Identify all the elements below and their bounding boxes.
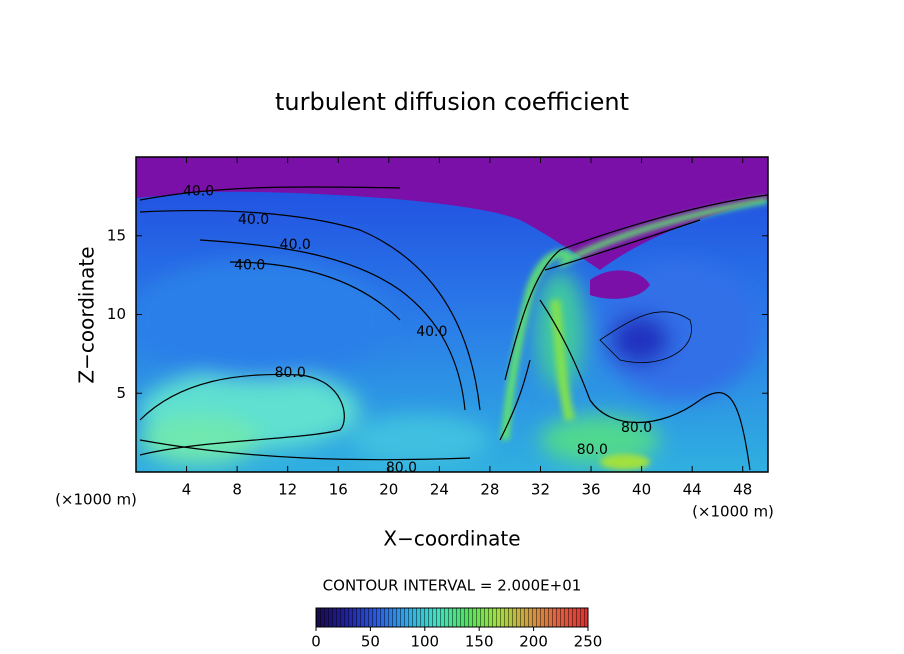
colorbar-stripes — [316, 608, 588, 627]
contour-label: 40.0 — [280, 237, 311, 253]
chart-title: turbulent diffusion coefficient — [275, 88, 629, 116]
contour-field — [136, 157, 768, 472]
contour-label: 40.0 — [234, 258, 265, 274]
x-tick-label: 32 — [531, 481, 550, 499]
contour-label: 40.0 — [238, 212, 269, 228]
contour-label: 40.0 — [183, 184, 214, 200]
x-tick-label: 12 — [278, 481, 297, 499]
y-tick-label: 15 — [107, 226, 126, 244]
y-tick-label: 5 — [116, 384, 126, 402]
y-axis-label: Z−coordinate — [75, 246, 99, 383]
x-tick-label: 20 — [379, 481, 398, 499]
colorbar-tick-label: 250 — [574, 633, 603, 651]
contour-label: 80.0 — [621, 420, 652, 436]
y-tick-label: 10 — [107, 305, 126, 323]
colorbar-tick-label: 0 — [311, 633, 321, 651]
x-tick-label: 16 — [329, 481, 348, 499]
contour-label: 80.0 — [386, 460, 417, 476]
contour-interval: CONTOUR INTERVAL = 2.000E+01 — [323, 577, 582, 595]
colorbar-tick-label: 50 — [361, 633, 380, 651]
colorbar-tick-label: 200 — [519, 633, 548, 651]
x-unit-left: (×1000 m) — [55, 491, 137, 509]
colorbar-tick-label: 100 — [410, 633, 439, 651]
x-tick-label: 24 — [430, 481, 449, 499]
contour-label: 40.0 — [416, 324, 447, 340]
x-tick-label: 4 — [182, 481, 192, 499]
contour-label: 80.0 — [275, 365, 306, 381]
contour-label: 80.0 — [577, 442, 608, 458]
x-unit-right: (×1000 m) — [692, 503, 774, 521]
x-tick-label: 28 — [480, 481, 499, 499]
x-axis-label: X−coordinate — [383, 527, 520, 551]
x-tick-label: 40 — [632, 481, 651, 499]
x-tick-label: 48 — [733, 481, 752, 499]
x-tick-label: 36 — [581, 481, 600, 499]
x-tick-label: 44 — [683, 481, 702, 499]
x-tick-label: 8 — [232, 481, 242, 499]
colorbar-tick-label: 150 — [465, 633, 494, 651]
